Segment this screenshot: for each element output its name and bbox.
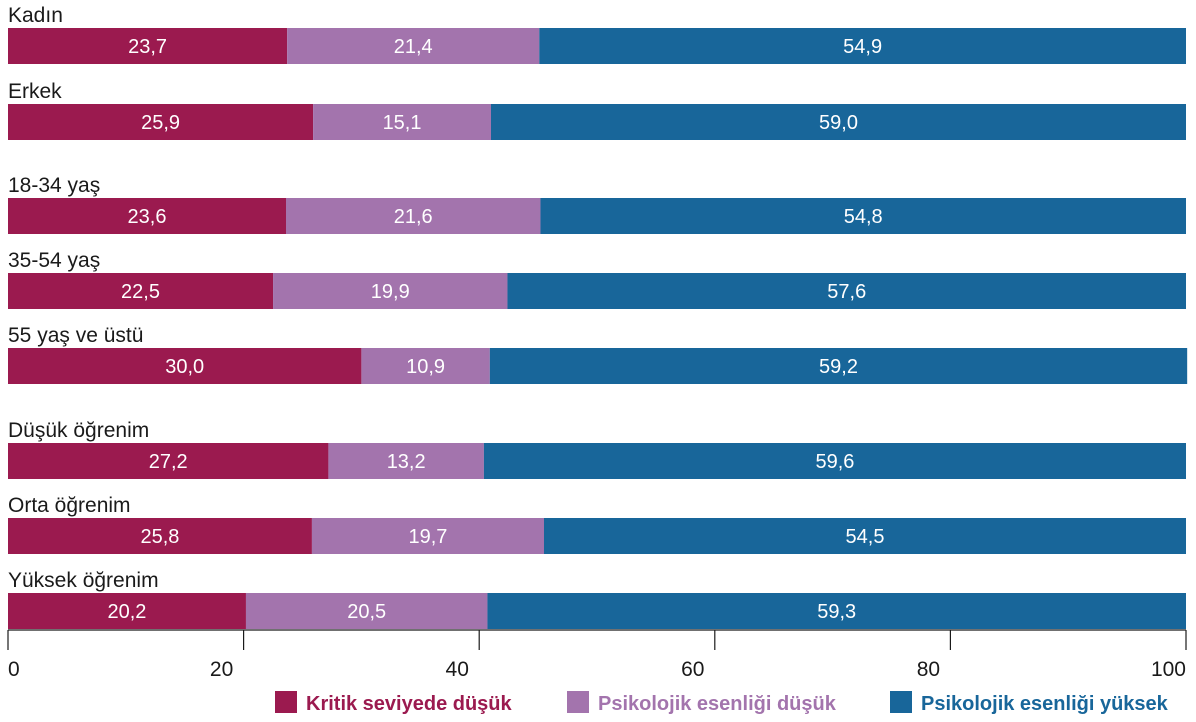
- bar-segment-psikolojik-esenligi-dusuk: [286, 198, 541, 234]
- bar-segment-kritik-seviyede-dusuk: [8, 28, 288, 64]
- data-label: 30,0: [165, 356, 204, 378]
- category-label: 55 yaş ve üstü: [8, 324, 143, 347]
- category-labels: Kadın Erkek 18-34 yaş 35-54 yaş 55 yaş ve üs…: [8, 4, 159, 592]
- data-label: 54,8: [844, 206, 883, 228]
- data-label: 13,2: [387, 451, 426, 473]
- bar-segment-psikolojik-esenligi-dusuk: [313, 104, 491, 140]
- category-label: 18-34 yaş: [8, 174, 100, 197]
- x-axis: 0 20 40 60 80 100: [7, 629, 1187, 681]
- bar-segment-psikolojik-esenligi-dusuk: [287, 28, 540, 64]
- bar-segment-psikolojik-esenligi-yuksek: [507, 273, 1186, 309]
- legend: Kritik seviyede düşük Psikolojik esenliği…: [275, 691, 1169, 715]
- legend-swatch-kritik-seviyede-dusuk: [275, 691, 297, 713]
- bar-segment-psikolojik-esenligi-yuksek: [490, 104, 1187, 140]
- bar-segment-psikolojik-esenligi-dusuk: [328, 443, 484, 479]
- bar-segment-psikolojik-esenligi-dusuk: [273, 273, 508, 309]
- data-label: 23,7: [128, 36, 167, 58]
- data-label: 19,9: [371, 281, 410, 303]
- bar-segment-psikolojik-esenligi-dusuk: [245, 593, 488, 629]
- bar-segment-psikolojik-esenligi-yuksek: [483, 443, 1186, 479]
- bar-segment-kritik-seviyede-dusuk: [8, 518, 312, 554]
- data-label: 23,6: [128, 206, 167, 228]
- x-tick-label: 80: [917, 658, 940, 681]
- data-label: 21,4: [394, 36, 433, 58]
- x-tick-label: 60: [681, 658, 704, 681]
- data-label: 59,2: [819, 356, 858, 378]
- bar-segment-kritik-seviyede-dusuk: [8, 198, 287, 234]
- data-label: 19,7: [408, 526, 447, 548]
- data-label: 25,9: [141, 112, 180, 134]
- category-label: 35-54 yaş: [8, 249, 100, 272]
- data-label: 15,1: [383, 112, 422, 134]
- data-label: 54,9: [843, 36, 882, 58]
- data-label: 54,5: [846, 526, 885, 548]
- bars: 23,7 21,4 54,9 25,9 15,1 59,0 23,6 21,6 54,8 22,5…: [8, 28, 1188, 629]
- category-label: Düşük öğrenim: [8, 419, 149, 442]
- x-tick-label: 100: [1151, 658, 1186, 681]
- bar-segment-psikolojik-esenligi-yuksek: [543, 518, 1186, 554]
- bar-segment-psikolojik-esenligi-yuksek: [487, 593, 1186, 629]
- bar-segment-kritik-seviyede-dusuk: [8, 593, 246, 629]
- data-label: 20,5: [347, 601, 386, 623]
- data-label: 57,6: [827, 281, 866, 303]
- x-tick-label: 20: [210, 658, 233, 681]
- bar-segment-kritik-seviyede-dusuk: [8, 348, 362, 384]
- bar-segment-kritik-seviyede-dusuk: [8, 104, 314, 140]
- data-label: 21,6: [394, 206, 433, 228]
- x-tick-label: 0: [8, 658, 20, 681]
- bar-segment-psikolojik-esenligi-yuksek: [540, 198, 1186, 234]
- legend-label: Psikolojik esenliği yüksek: [921, 693, 1169, 715]
- legend-swatch-psikolojik-esenligi-dusuk: [567, 691, 589, 713]
- bar-segment-psikolojik-esenligi-dusuk: [311, 518, 544, 554]
- data-label: 25,8: [140, 526, 179, 548]
- legend-swatch-psikolojik-esenligi-yuksek: [890, 691, 912, 713]
- bar-segment-psikolojik-esenligi-yuksek: [489, 348, 1188, 384]
- data-label: 59,3: [817, 601, 856, 623]
- data-label: 22,5: [121, 281, 160, 303]
- bar-segment-kritik-seviyede-dusuk: [8, 443, 329, 479]
- legend-label: Kritik seviyede düşük: [306, 693, 513, 715]
- data-label: 59,0: [819, 112, 858, 134]
- category-label: Erkek: [8, 80, 62, 103]
- data-label: 59,6: [815, 451, 854, 473]
- data-label: 20,2: [108, 601, 147, 623]
- data-label: 27,2: [149, 451, 188, 473]
- category-label: Yüksek öğrenim: [8, 569, 159, 592]
- category-label: Orta öğrenim: [8, 494, 131, 517]
- legend-label: Psikolojik esenliği düşük: [598, 693, 837, 715]
- x-tick-label: 40: [446, 658, 469, 681]
- bar-segment-psikolojik-esenligi-dusuk: [361, 348, 490, 384]
- bar-segment-kritik-seviyede-dusuk: [8, 273, 274, 309]
- data-label: 10,9: [406, 356, 445, 378]
- bar-segment-psikolojik-esenligi-yuksek: [539, 28, 1186, 64]
- category-label: Kadın: [8, 4, 63, 27]
